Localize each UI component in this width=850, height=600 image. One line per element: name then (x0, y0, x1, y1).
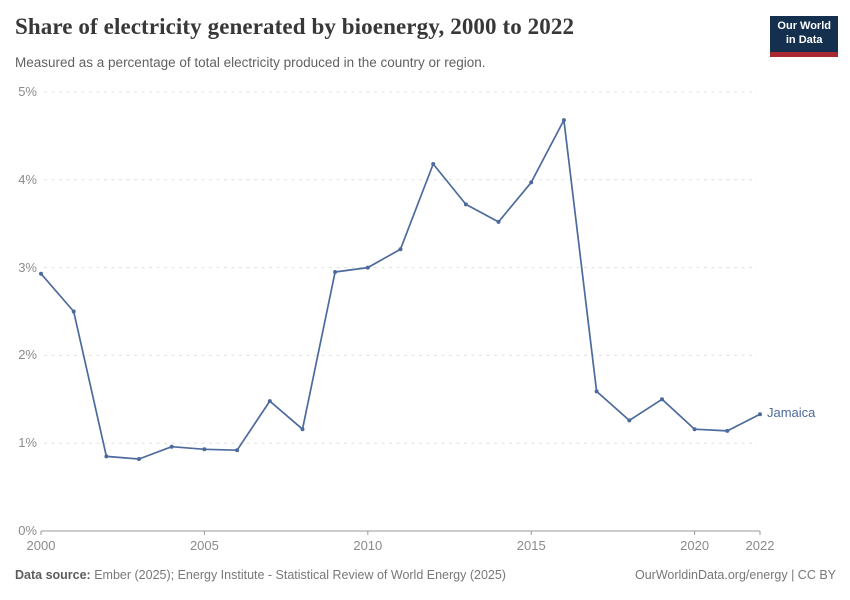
data-point-2011[interactable] (398, 247, 403, 252)
data-point-2010[interactable] (365, 265, 370, 270)
data-point-2001[interactable] (71, 309, 76, 314)
y-tick-label-4%: 4% (18, 171, 37, 187)
series-line-jamaica[interactable] (40, 119, 761, 460)
x-tick-label-2010: 2010 (353, 538, 383, 553)
data-point-2009[interactable] (333, 270, 338, 274)
owid-logo-line2: in Data (785, 33, 823, 46)
page-title: Share of electricity generated by bioene… (15, 14, 575, 39)
data-point-2018[interactable] (627, 418, 632, 423)
data-point-2015[interactable] (529, 180, 534, 185)
y-tick-label-2%: 2% (18, 347, 37, 363)
data-point-2022[interactable] (758, 412, 762, 417)
series-label-jamaica[interactable]: Jamaica (767, 405, 816, 421)
data-point-2004[interactable] (169, 444, 174, 449)
owid-logo[interactable]: Our World in Data (770, 16, 838, 57)
data-point-2003[interactable] (137, 457, 141, 461)
data-point-2021[interactable] (725, 428, 730, 433)
data-point-2008[interactable] (300, 427, 305, 432)
data-point-2017[interactable] (594, 389, 599, 394)
x-tick-label-2015: 2015 (516, 538, 546, 553)
data-source-note: Data source: Ember (2025); Energy Instit… (15, 568, 506, 582)
x-tick-label-2022: 2022 (745, 538, 775, 553)
footer-license-link[interactable]: OurWorldinData.org/energy | CC BY (634, 568, 836, 582)
data-point-2006[interactable] (235, 448, 240, 453)
x-tick-label-2000: 2000 (26, 538, 56, 553)
y-tick-label-1%: 1% (18, 435, 37, 451)
chart-footer: Data source: Ember (2025); Energy Instit… (15, 568, 836, 582)
x-tick-label-2020: 2020 (680, 538, 710, 553)
data-point-2020[interactable] (692, 427, 697, 432)
y-tick-label-3%: 3% (18, 259, 37, 275)
data-point-2000[interactable] (39, 271, 43, 276)
data-point-2013[interactable] (463, 202, 468, 207)
page-subtitle: Measured as a percentage of total electr… (15, 55, 486, 70)
data-point-2012[interactable] (431, 162, 436, 166)
data-source-text: Ember (2025); Energy Institute - Statist… (94, 568, 506, 582)
y-tick-label-5%: 5% (18, 84, 37, 99)
data-point-2014[interactable] (496, 219, 501, 224)
data-point-2007[interactable] (267, 399, 272, 404)
data-source-label: Data source: (15, 568, 91, 582)
data-point-2016[interactable] (561, 118, 566, 123)
data-point-2005[interactable] (202, 447, 207, 452)
y-tick-label-0%: 0% (18, 523, 37, 538)
data-point-2002[interactable] (104, 454, 109, 459)
x-tick-label-2005: 2005 (189, 538, 219, 553)
data-point-2019[interactable] (660, 397, 664, 402)
owid-logo-line1: Our World (777, 20, 831, 32)
